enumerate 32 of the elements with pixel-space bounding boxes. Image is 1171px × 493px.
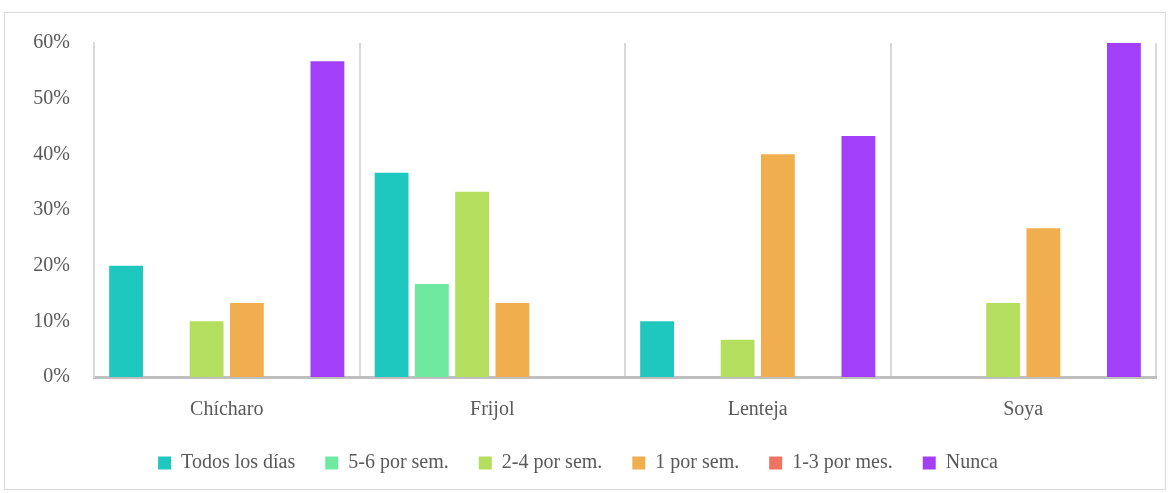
bar [109,265,143,377]
y-tick-label: 40% [33,141,70,164]
bar [495,302,530,377]
bar [455,191,490,377]
bar [720,339,755,377]
bar [1107,43,1141,377]
y-tick-label: 20% [33,252,70,275]
y-tick-label: 50% [33,85,70,108]
legend-label: Nunca [945,450,999,473]
x-tick-label: Chícharo [190,397,264,420]
bar [640,321,674,377]
bar [841,135,876,377]
y-tick-label: 0% [43,364,70,387]
bar [310,61,345,377]
y-tick-label: 30% [33,197,70,220]
legend-label: 2-4 por sem. [501,450,603,474]
legend-label: Todos los días [181,450,296,473]
legend-label: 1-3 por mes. [792,450,893,474]
y-tick-label: 10% [33,308,70,331]
bar [229,302,264,377]
bar [374,172,409,377]
bar [760,154,795,377]
y-tick-label: 60% [33,30,70,53]
x-tick-label: Frijol [470,397,515,421]
bar [189,321,224,377]
legend-label: 1 por sem. [655,450,740,474]
legend-label: 5-6 por sem. [348,450,449,474]
x-tick-label: Soya [1003,397,1044,421]
bar [986,302,1021,377]
bar [414,284,449,377]
bar [1026,228,1061,377]
x-tick-label: Lenteja [727,397,788,421]
